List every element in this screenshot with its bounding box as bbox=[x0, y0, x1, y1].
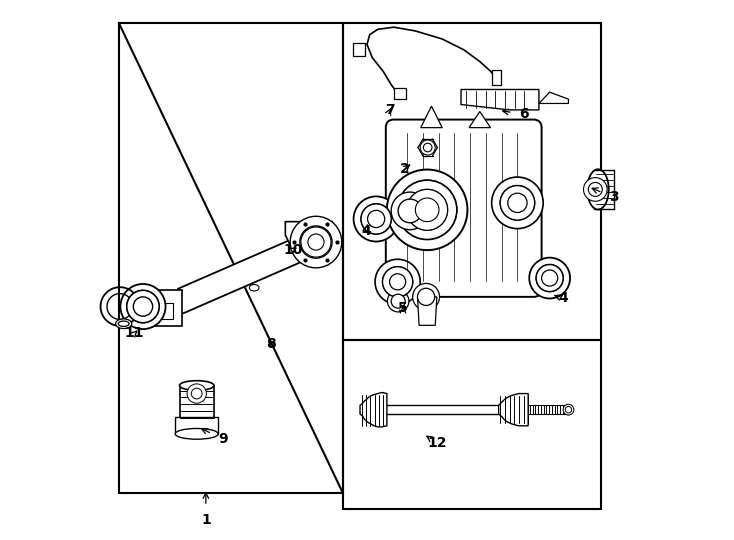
Circle shape bbox=[407, 190, 448, 230]
Circle shape bbox=[382, 267, 413, 297]
Circle shape bbox=[391, 294, 405, 308]
Text: 9: 9 bbox=[219, 432, 228, 446]
Circle shape bbox=[418, 288, 435, 306]
Circle shape bbox=[407, 190, 448, 230]
Circle shape bbox=[387, 170, 468, 250]
Circle shape bbox=[192, 388, 202, 399]
Text: 8: 8 bbox=[266, 336, 276, 350]
Polygon shape bbox=[469, 112, 490, 127]
Circle shape bbox=[361, 204, 391, 234]
Ellipse shape bbox=[587, 169, 608, 210]
Circle shape bbox=[501, 186, 534, 220]
Circle shape bbox=[537, 265, 563, 292]
Bar bbox=[394, 89, 406, 99]
Text: 12: 12 bbox=[427, 436, 446, 450]
Circle shape bbox=[354, 197, 399, 241]
Bar bbox=[153, 290, 181, 326]
Polygon shape bbox=[360, 393, 387, 427]
Circle shape bbox=[301, 227, 331, 257]
Circle shape bbox=[388, 291, 409, 312]
Circle shape bbox=[420, 140, 435, 155]
Circle shape bbox=[391, 192, 429, 230]
Ellipse shape bbox=[250, 285, 259, 291]
Circle shape bbox=[542, 270, 558, 286]
Circle shape bbox=[390, 274, 406, 290]
Circle shape bbox=[382, 267, 413, 297]
Text: 10: 10 bbox=[284, 242, 303, 256]
Circle shape bbox=[424, 143, 432, 152]
Bar bbox=[492, 70, 501, 85]
Circle shape bbox=[529, 258, 570, 299]
Circle shape bbox=[127, 291, 159, 322]
Circle shape bbox=[308, 234, 324, 250]
Circle shape bbox=[290, 217, 342, 268]
Circle shape bbox=[300, 226, 332, 258]
Circle shape bbox=[398, 180, 457, 239]
Circle shape bbox=[361, 204, 391, 234]
Bar bbox=[343, 340, 600, 509]
Circle shape bbox=[368, 211, 385, 227]
Ellipse shape bbox=[115, 319, 131, 328]
Bar bbox=[119, 23, 343, 493]
Text: 11: 11 bbox=[125, 326, 144, 340]
FancyBboxPatch shape bbox=[386, 119, 542, 297]
Circle shape bbox=[398, 199, 422, 222]
Polygon shape bbox=[594, 170, 614, 210]
Ellipse shape bbox=[180, 381, 214, 390]
Circle shape bbox=[584, 178, 607, 201]
Circle shape bbox=[398, 180, 457, 239]
Polygon shape bbox=[421, 106, 442, 127]
Ellipse shape bbox=[296, 223, 336, 261]
Circle shape bbox=[589, 183, 603, 197]
Bar bbox=[343, 23, 600, 340]
Polygon shape bbox=[178, 221, 332, 316]
Circle shape bbox=[563, 404, 574, 415]
Polygon shape bbox=[175, 417, 218, 434]
Text: 4: 4 bbox=[361, 224, 371, 238]
Circle shape bbox=[537, 265, 563, 292]
Text: 3: 3 bbox=[609, 191, 619, 205]
Circle shape bbox=[501, 186, 534, 220]
Text: 7: 7 bbox=[385, 103, 395, 117]
Text: 4: 4 bbox=[559, 292, 568, 306]
Circle shape bbox=[508, 193, 527, 213]
Polygon shape bbox=[286, 221, 335, 248]
Polygon shape bbox=[418, 297, 437, 325]
Polygon shape bbox=[180, 386, 214, 422]
Text: 2: 2 bbox=[400, 162, 410, 176]
Circle shape bbox=[565, 407, 572, 413]
Polygon shape bbox=[539, 92, 568, 104]
Ellipse shape bbox=[564, 405, 573, 415]
Polygon shape bbox=[498, 394, 528, 426]
Bar bbox=[353, 43, 365, 56]
Text: 6: 6 bbox=[520, 107, 529, 121]
Text: 5: 5 bbox=[398, 301, 408, 315]
Circle shape bbox=[127, 291, 159, 322]
Circle shape bbox=[134, 297, 153, 316]
Circle shape bbox=[187, 384, 206, 403]
Polygon shape bbox=[528, 406, 568, 414]
Ellipse shape bbox=[175, 428, 218, 439]
Circle shape bbox=[375, 259, 420, 305]
Bar bbox=[159, 303, 172, 320]
Text: 1: 1 bbox=[201, 514, 211, 528]
Circle shape bbox=[120, 284, 166, 329]
Ellipse shape bbox=[118, 321, 129, 326]
Polygon shape bbox=[461, 90, 539, 110]
Circle shape bbox=[413, 284, 440, 310]
Circle shape bbox=[492, 177, 543, 228]
Circle shape bbox=[415, 198, 439, 221]
